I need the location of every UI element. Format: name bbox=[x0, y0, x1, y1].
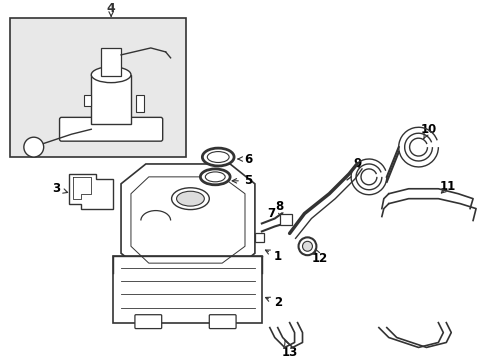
Text: 1: 1 bbox=[265, 250, 281, 263]
Ellipse shape bbox=[176, 191, 204, 206]
Text: 8: 8 bbox=[275, 200, 283, 217]
Text: 3: 3 bbox=[52, 182, 67, 195]
Text: 2: 2 bbox=[265, 296, 281, 309]
Ellipse shape bbox=[202, 148, 234, 166]
Bar bbox=[136, 95, 143, 112]
Text: 13: 13 bbox=[281, 340, 297, 359]
Ellipse shape bbox=[171, 188, 209, 210]
Bar bbox=[84, 95, 91, 107]
Ellipse shape bbox=[205, 172, 224, 182]
Ellipse shape bbox=[302, 241, 312, 251]
Polygon shape bbox=[121, 164, 254, 273]
Ellipse shape bbox=[91, 67, 131, 83]
Bar bbox=[101, 48, 121, 76]
Text: 5: 5 bbox=[232, 174, 252, 187]
Text: 9: 9 bbox=[352, 157, 361, 171]
Circle shape bbox=[24, 137, 43, 157]
Text: 12: 12 bbox=[310, 249, 327, 265]
Polygon shape bbox=[69, 174, 113, 208]
Bar bbox=[254, 233, 264, 242]
Bar bbox=[279, 213, 291, 225]
Ellipse shape bbox=[298, 237, 316, 255]
Ellipse shape bbox=[200, 169, 230, 185]
Bar bbox=[10, 18, 186, 157]
FancyBboxPatch shape bbox=[135, 315, 162, 329]
Text: 6: 6 bbox=[237, 153, 252, 166]
Bar bbox=[113, 256, 261, 323]
Text: 11: 11 bbox=[439, 180, 455, 193]
Text: 10: 10 bbox=[420, 123, 436, 139]
Bar bbox=[91, 75, 131, 124]
FancyBboxPatch shape bbox=[60, 117, 163, 141]
Text: 4: 4 bbox=[106, 2, 115, 15]
Ellipse shape bbox=[207, 152, 229, 162]
Text: 7: 7 bbox=[267, 207, 291, 222]
FancyBboxPatch shape bbox=[209, 315, 236, 329]
